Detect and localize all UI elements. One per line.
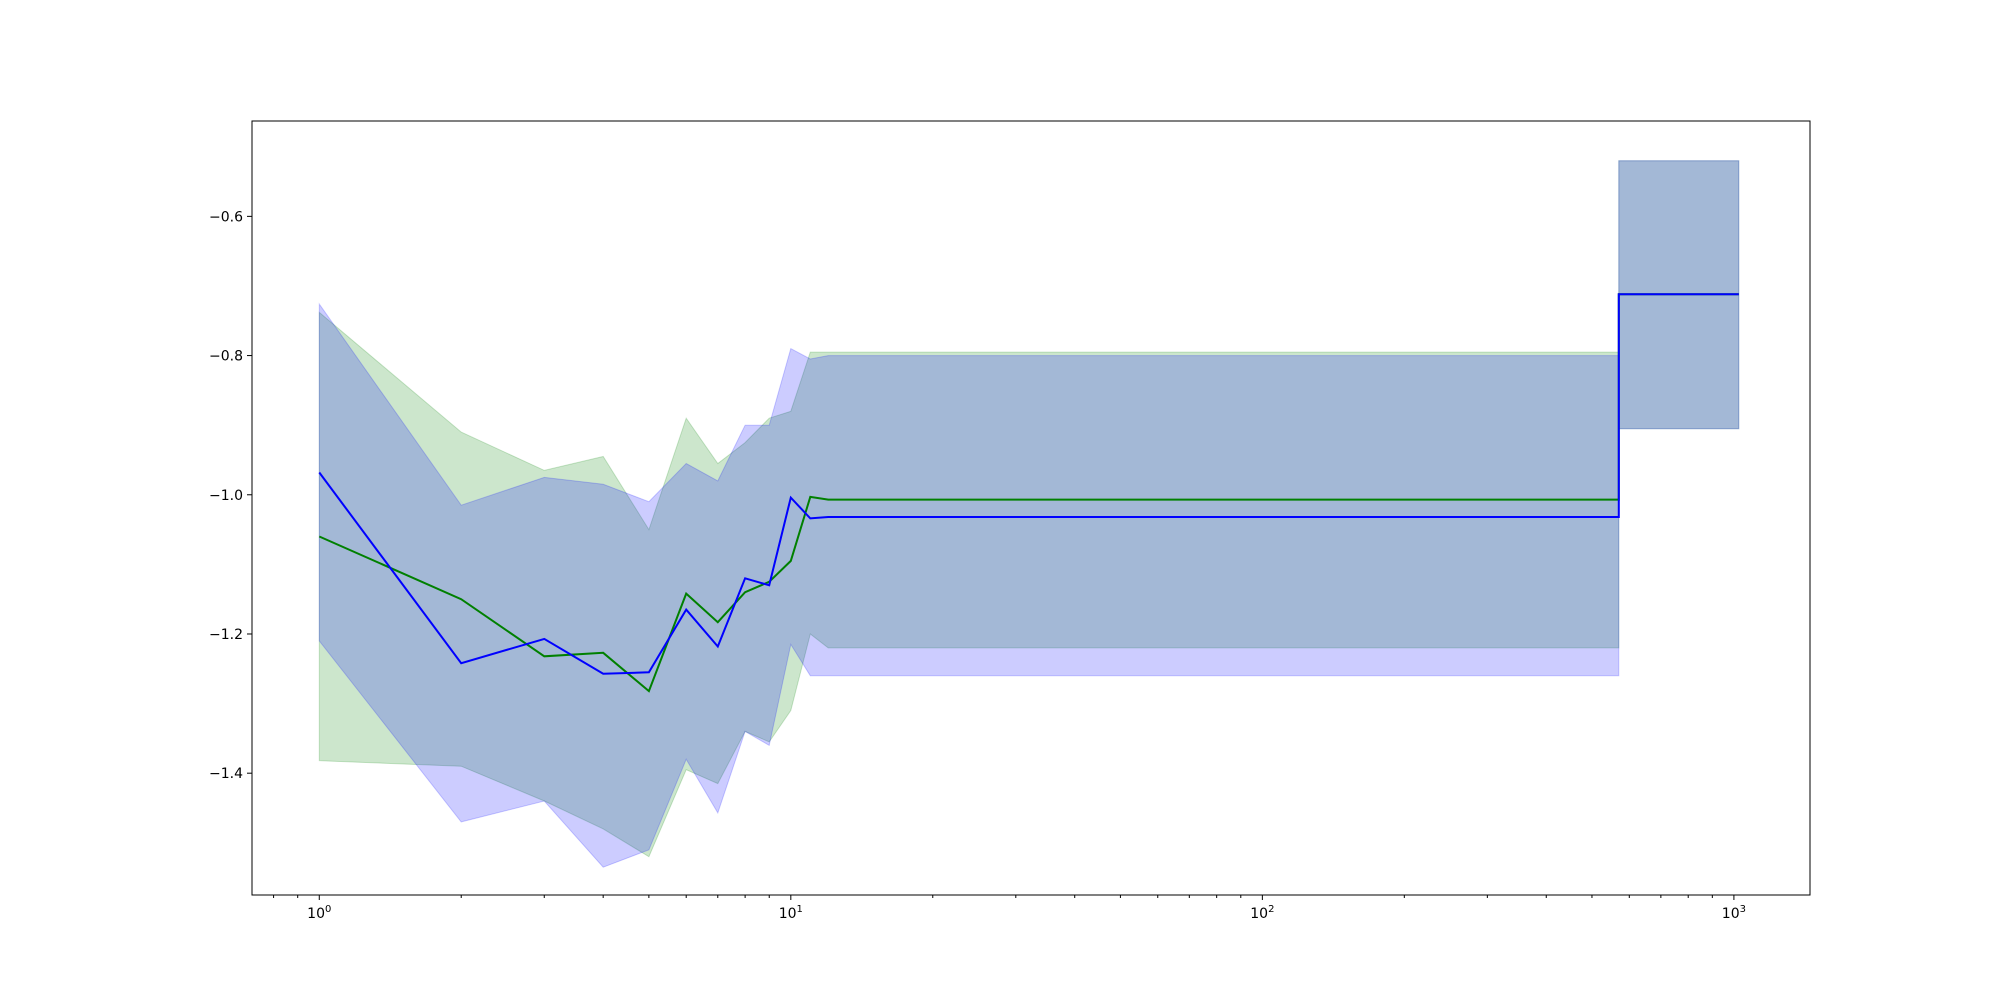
- series-lines: [318, 293, 1739, 693]
- x-tick-label-exponent: 0: [325, 904, 331, 915]
- plot-frame: [251, 120, 1811, 896]
- x-tick-label-base: 10: [1722, 906, 1740, 922]
- x-tick-label-base: 10: [1250, 906, 1268, 922]
- y-tick-label: −1.4: [209, 766, 243, 782]
- series-1-band: [318, 160, 1740, 858]
- x-tick-label-base: 10: [307, 906, 325, 922]
- x-tick-label-exponent: 3: [1740, 904, 1746, 915]
- y-tick-label: −0.8: [209, 349, 243, 365]
- series-2-band: [318, 160, 1740, 868]
- x-tick-label-base: 10: [779, 906, 797, 922]
- x-tick-label: 100: [307, 904, 331, 922]
- x-tick-label-exponent: 1: [797, 904, 803, 915]
- x-tick-label: 101: [779, 904, 803, 922]
- confidence-bands: [318, 160, 1740, 868]
- x-tick-label: 103: [1722, 904, 1746, 922]
- x-tick-label-exponent: 2: [1268, 904, 1274, 915]
- series-1-line: [318, 293, 1739, 693]
- x-tick-label: 102: [1250, 904, 1274, 922]
- y-tick-label: −1.2: [209, 627, 243, 643]
- y-tick-label: −1.0: [209, 488, 243, 504]
- x-axis: 100 101 102 103: [273, 895, 1746, 922]
- y-tick-label: −0.6: [209, 209, 243, 225]
- series-2-line: [318, 293, 1739, 675]
- y-axis: −0.6 −0.8 −1.0 −1.2 −1.4: [209, 209, 252, 782]
